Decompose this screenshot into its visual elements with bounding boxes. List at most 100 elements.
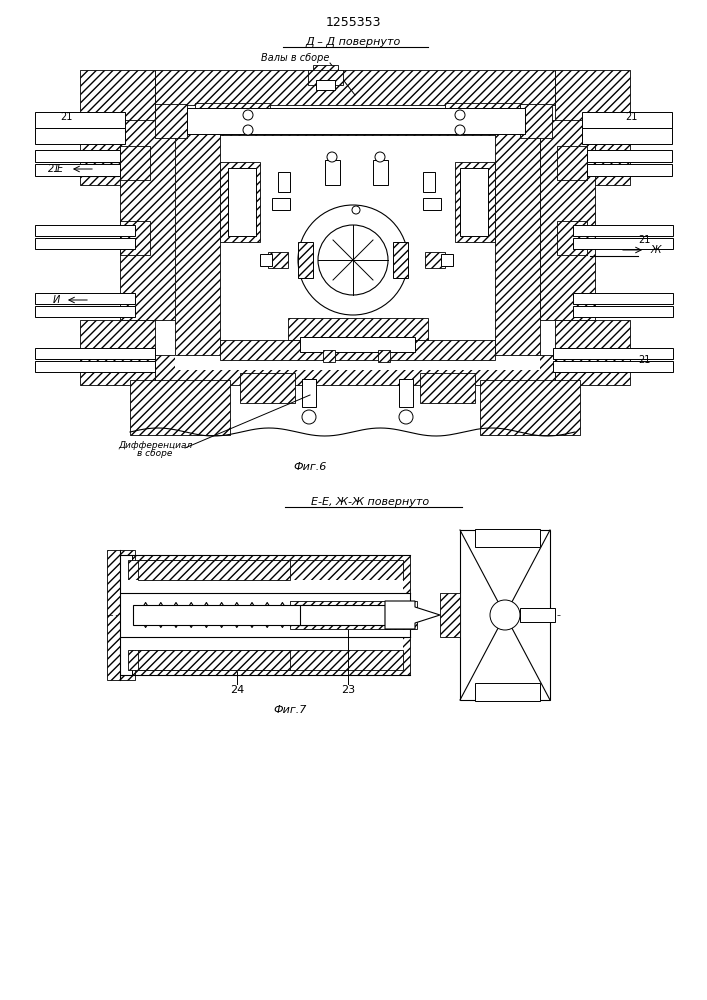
Bar [220, 115, 495, 135]
Bar [423, 198, 441, 210]
Bar [573, 306, 673, 317]
Bar [35, 112, 125, 128]
Text: Фиг.7: Фиг.7 [274, 705, 307, 715]
Bar [120, 555, 132, 675]
Bar [540, 120, 595, 320]
Text: 21: 21 [47, 164, 60, 174]
Bar [557, 146, 587, 180]
Bar [128, 650, 403, 670]
Bar [220, 162, 260, 242]
Polygon shape [393, 242, 408, 278]
Bar [555, 70, 630, 125]
Bar [35, 225, 135, 236]
Bar [475, 529, 540, 547]
Text: 21: 21 [638, 355, 650, 365]
Text: Е-Е, Ж-Ж повернуто: Е-Е, Ж-Ж повернуто [311, 497, 429, 507]
Bar [228, 168, 256, 236]
Bar [130, 380, 230, 435]
Bar [445, 103, 520, 125]
Bar [155, 355, 555, 385]
Bar [460, 168, 488, 236]
Bar [520, 104, 552, 138]
Bar [573, 293, 673, 304]
Bar [107, 550, 135, 680]
Bar [373, 160, 388, 185]
Bar [480, 380, 580, 435]
Text: 23: 23 [341, 685, 355, 695]
Text: И: И [53, 295, 60, 305]
Bar [175, 125, 220, 355]
Bar [323, 350, 335, 362]
Text: Дифференциал: Дифференциал [118, 440, 192, 450]
Text: Валы в сборе: Валы в сборе [261, 53, 329, 63]
Bar [138, 650, 290, 670]
Bar [308, 70, 343, 85]
Circle shape [298, 205, 408, 315]
Bar [399, 379, 413, 407]
Bar [240, 373, 295, 403]
Bar [35, 293, 135, 304]
Bar [288, 318, 428, 340]
Bar [35, 306, 135, 317]
Bar [520, 608, 555, 622]
Text: Фиг.6: Фиг.6 [293, 462, 327, 472]
Bar [35, 150, 120, 162]
Bar [582, 112, 672, 128]
Bar [220, 340, 495, 360]
Circle shape [243, 110, 253, 120]
Bar [573, 238, 673, 249]
Bar [420, 373, 475, 403]
Bar [155, 104, 187, 138]
Bar [80, 70, 155, 125]
Bar [316, 80, 335, 90]
Bar [35, 348, 155, 359]
Polygon shape [298, 242, 313, 278]
Text: 21: 21 [60, 112, 72, 122]
Bar [35, 238, 135, 249]
Bar [120, 221, 150, 255]
Bar [425, 252, 445, 268]
Bar [290, 601, 390, 629]
Bar [120, 120, 175, 320]
Bar [553, 361, 673, 372]
Circle shape [327, 152, 337, 162]
Circle shape [455, 125, 465, 135]
Bar [441, 254, 453, 266]
Bar [587, 164, 672, 176]
Bar [300, 605, 385, 625]
Circle shape [490, 600, 520, 630]
Bar [175, 115, 540, 370]
Text: 1255353: 1255353 [325, 15, 381, 28]
Bar [555, 123, 630, 185]
Bar [495, 125, 540, 355]
Bar [475, 683, 540, 701]
Bar [378, 350, 390, 362]
Bar [460, 530, 550, 700]
Bar [187, 108, 525, 134]
Bar [582, 128, 672, 144]
Bar [120, 555, 410, 593]
Circle shape [318, 225, 388, 295]
Bar [573, 225, 673, 236]
Bar [455, 162, 495, 242]
Bar [587, 150, 672, 162]
Circle shape [399, 410, 413, 424]
Polygon shape [385, 601, 440, 629]
Bar [300, 337, 415, 352]
Text: в сборе: в сборе [137, 450, 173, 458]
Bar [555, 320, 630, 385]
Bar [35, 164, 120, 176]
Bar [155, 70, 555, 105]
Bar [35, 128, 125, 144]
Circle shape [375, 152, 385, 162]
Text: 24: 24 [230, 685, 244, 695]
Text: Е: Е [57, 164, 63, 174]
Bar [278, 172, 290, 192]
Text: Д – Д повернуто: Д – Д повернуто [305, 37, 401, 47]
Circle shape [455, 110, 465, 120]
Circle shape [243, 125, 253, 135]
Bar [440, 593, 460, 637]
Bar [35, 361, 155, 372]
Text: 21: 21 [638, 235, 650, 245]
Text: Ж: Ж [650, 245, 660, 255]
